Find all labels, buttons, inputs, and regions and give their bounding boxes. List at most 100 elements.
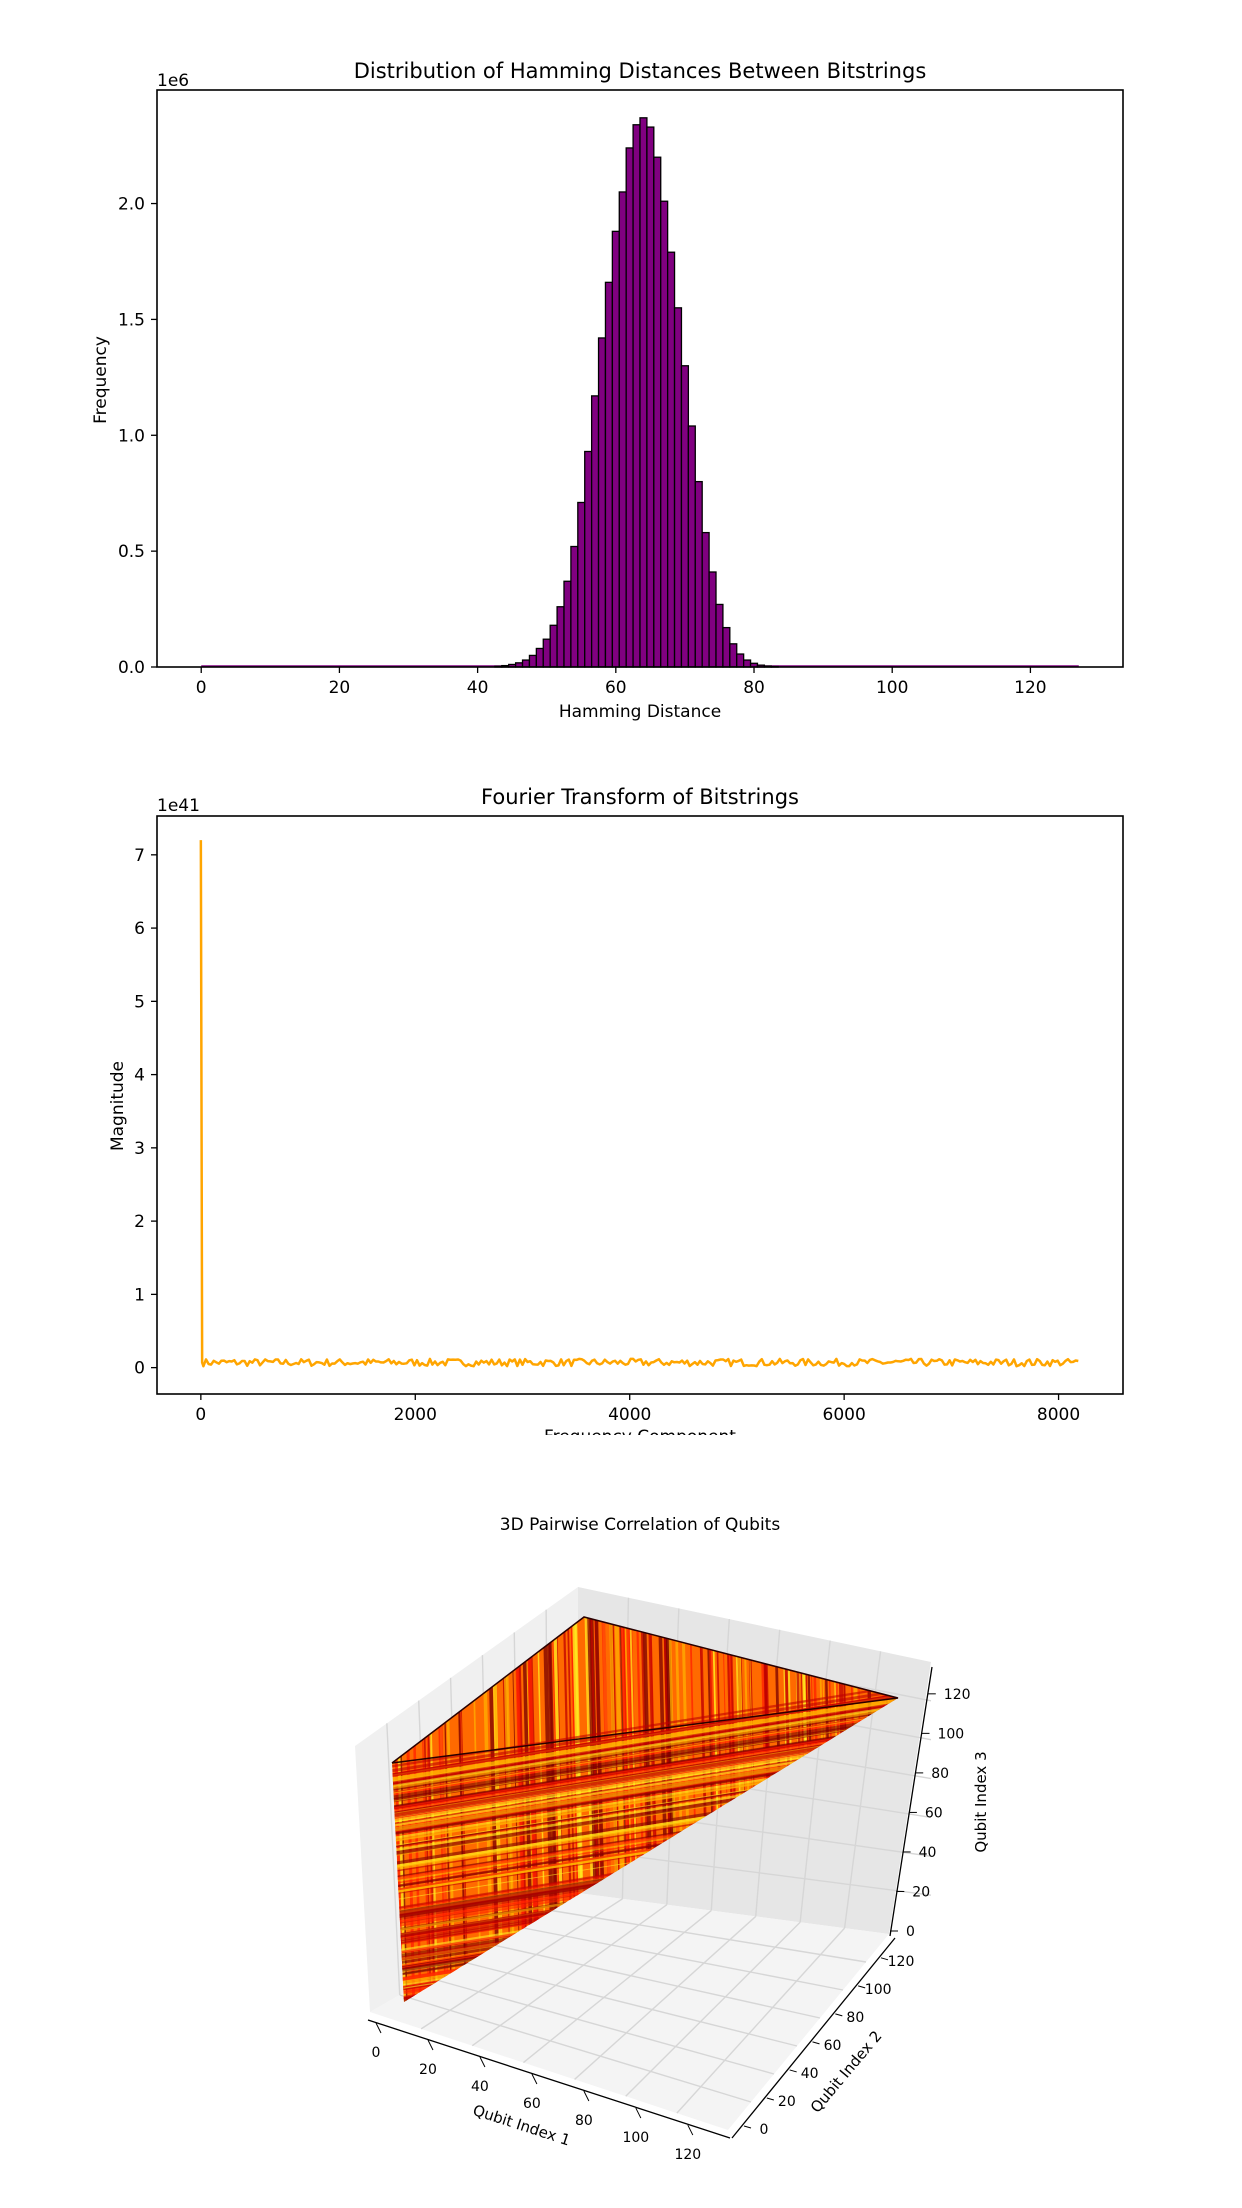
y-axis-line [731, 1937, 896, 2139]
hamming-bar [528, 654, 538, 668]
surface-stripe [392, 1725, 898, 1812]
correlation-chart-title: 3D Pairwise Correlation of Qubits [500, 1515, 781, 1535]
fourier-y-tick-label: 6 [134, 919, 145, 939]
surface-stripe [392, 1713, 898, 1803]
surface-stripe [392, 1716, 898, 1804]
fourier-x-tick-label: 8000 [1037, 1405, 1080, 1425]
hamming-bar [708, 571, 717, 668]
hamming-bar [604, 281, 614, 668]
fourier-x-tick-label: 2000 [394, 1405, 437, 1425]
fourier-label-clip [300, 1435, 1000, 1475]
fourier-x-ticks: 0 2000 4000 6000 8000 [195, 1394, 1080, 1425]
hamming-bar [680, 365, 690, 668]
hamming-x-tick-label: 80 [743, 678, 765, 698]
floor-pane [370, 1893, 889, 2130]
y3d-tick-label: 100 [865, 1982, 892, 1998]
fourier-y-axis-label: Magnitude [108, 1061, 128, 1151]
hamming-x-axis-label: Hamming Distance [559, 702, 721, 722]
hamming-bars [201, 117, 1079, 668]
y3d-tick-label: 60 [824, 2038, 842, 2054]
y3d-tick-mark [812, 2041, 820, 2045]
y3d-tick-label: 40 [801, 2066, 819, 2082]
hamming-bar [632, 124, 641, 668]
fourier-x-tick-label: 6000 [823, 1405, 866, 1425]
hamming-bar [646, 126, 655, 668]
hamming-bar [687, 425, 696, 668]
grid-line [574, 1915, 757, 2080]
hamming-bar [729, 643, 738, 668]
fourier-chart: Fourier Transform of Bitstrings 1e41 0 1 2… [108, 785, 1124, 1447]
grid-line [625, 1921, 801, 2097]
z3d-tick-label: 100 [937, 1726, 964, 1742]
hamming-x-tick-label: 60 [605, 678, 627, 698]
hamming-y-tick-label: 1.0 [118, 426, 145, 446]
grid-line [420, 1898, 623, 2030]
hamming-x-ticks: 0 20 40 60 80 100 120 [196, 667, 1047, 698]
hamming-bar [639, 117, 648, 668]
hamming-chart: Distribution of Hamming Distances Betwee… [91, 59, 1124, 722]
fourier-y-tick-label: 1 [134, 1285, 145, 1305]
surface-stripe [392, 1699, 898, 1787]
x3d-tick-label: 60 [523, 2096, 541, 2112]
hamming-bar [666, 251, 676, 668]
hamming-bar [653, 156, 662, 668]
surface-stripe [392, 1703, 898, 1793]
surface-stripe [392, 1683, 898, 1771]
x3d-tick-label: 80 [575, 2113, 593, 2129]
hamming-chart-title: Distribution of Hamming Distances Betwee… [354, 59, 927, 83]
z3d-tick-label: 0 [906, 1924, 915, 1940]
fourier-y-tick-label: 3 [134, 1139, 145, 1159]
hamming-bar [570, 545, 579, 668]
x3d-tick-mark [427, 2039, 434, 2051]
x3d-tick-label: 100 [622, 2130, 649, 2146]
surface-stripe [392, 1708, 898, 1794]
hamming-y-tick-label: 0.5 [118, 542, 145, 562]
hamming-bar [625, 147, 634, 668]
x3d-tick-mark [375, 2022, 382, 2034]
fourier-y-tick-label: 2 [134, 1212, 145, 1232]
hamming-bar [556, 606, 565, 668]
grid-line [522, 1910, 712, 2064]
grid-line [548, 1909, 867, 1963]
hamming-bar [584, 450, 593, 668]
grid-line [458, 1960, 798, 2047]
hamming-bar [694, 480, 703, 668]
fourier-x-tick-label: 0 [195, 1405, 206, 1425]
surface-stripe [392, 1709, 898, 1796]
hamming-bar [660, 200, 669, 668]
y3d-tick-mark [835, 2013, 843, 2017]
hamming-bar [542, 638, 551, 668]
hamming-x-tick-label: 0 [196, 678, 207, 698]
hamming-bar [563, 580, 572, 668]
hamming-bar [590, 395, 600, 668]
fourier-series-line [199, 840, 1079, 1368]
grid-line [386, 1723, 401, 1996]
x3d-axis-label: Qubit Index 1 [471, 2101, 573, 2149]
y3d-tick-mark [766, 2097, 774, 2101]
fourier-series [199, 840, 1079, 1368]
y3d-tick-label: 20 [778, 2094, 796, 2110]
x3d-tick-label: 40 [471, 2079, 489, 2095]
z3d-tick-label: 20 [912, 1884, 930, 1900]
fourier-y-tick-label: 7 [134, 846, 145, 866]
surface-stripe [392, 1695, 898, 1785]
surface-stripe [392, 1709, 898, 1797]
y3d-tick-mark [880, 1957, 889, 1961]
fourier-y-ticks: 0 1 2 3 4 5 6 7 [134, 846, 157, 1379]
surface-edge [391, 1616, 899, 1764]
hamming-bar [549, 624, 558, 668]
grid-line [471, 1904, 668, 2047]
z3d-tick-label: 80 [931, 1766, 949, 1782]
x3d-tick-label: 20 [419, 2062, 437, 2078]
z3d-axis-label: Qubit Index 3 [972, 1751, 990, 1852]
surface-stripe [392, 1718, 898, 1805]
fourier-y-tick-label: 5 [134, 992, 145, 1012]
hamming-offset-label: 1e6 [157, 71, 189, 91]
x3d-tick-mark [583, 2090, 590, 2102]
hamming-y-axis-label: Frequency [91, 336, 111, 424]
hamming-bar [722, 626, 731, 668]
fourier-y-tick-label: 0 [134, 1359, 145, 1379]
hamming-bar [618, 191, 627, 668]
hamming-x-tick-label: 100 [876, 678, 908, 698]
hamming-x-tick-label: 40 [467, 678, 489, 698]
